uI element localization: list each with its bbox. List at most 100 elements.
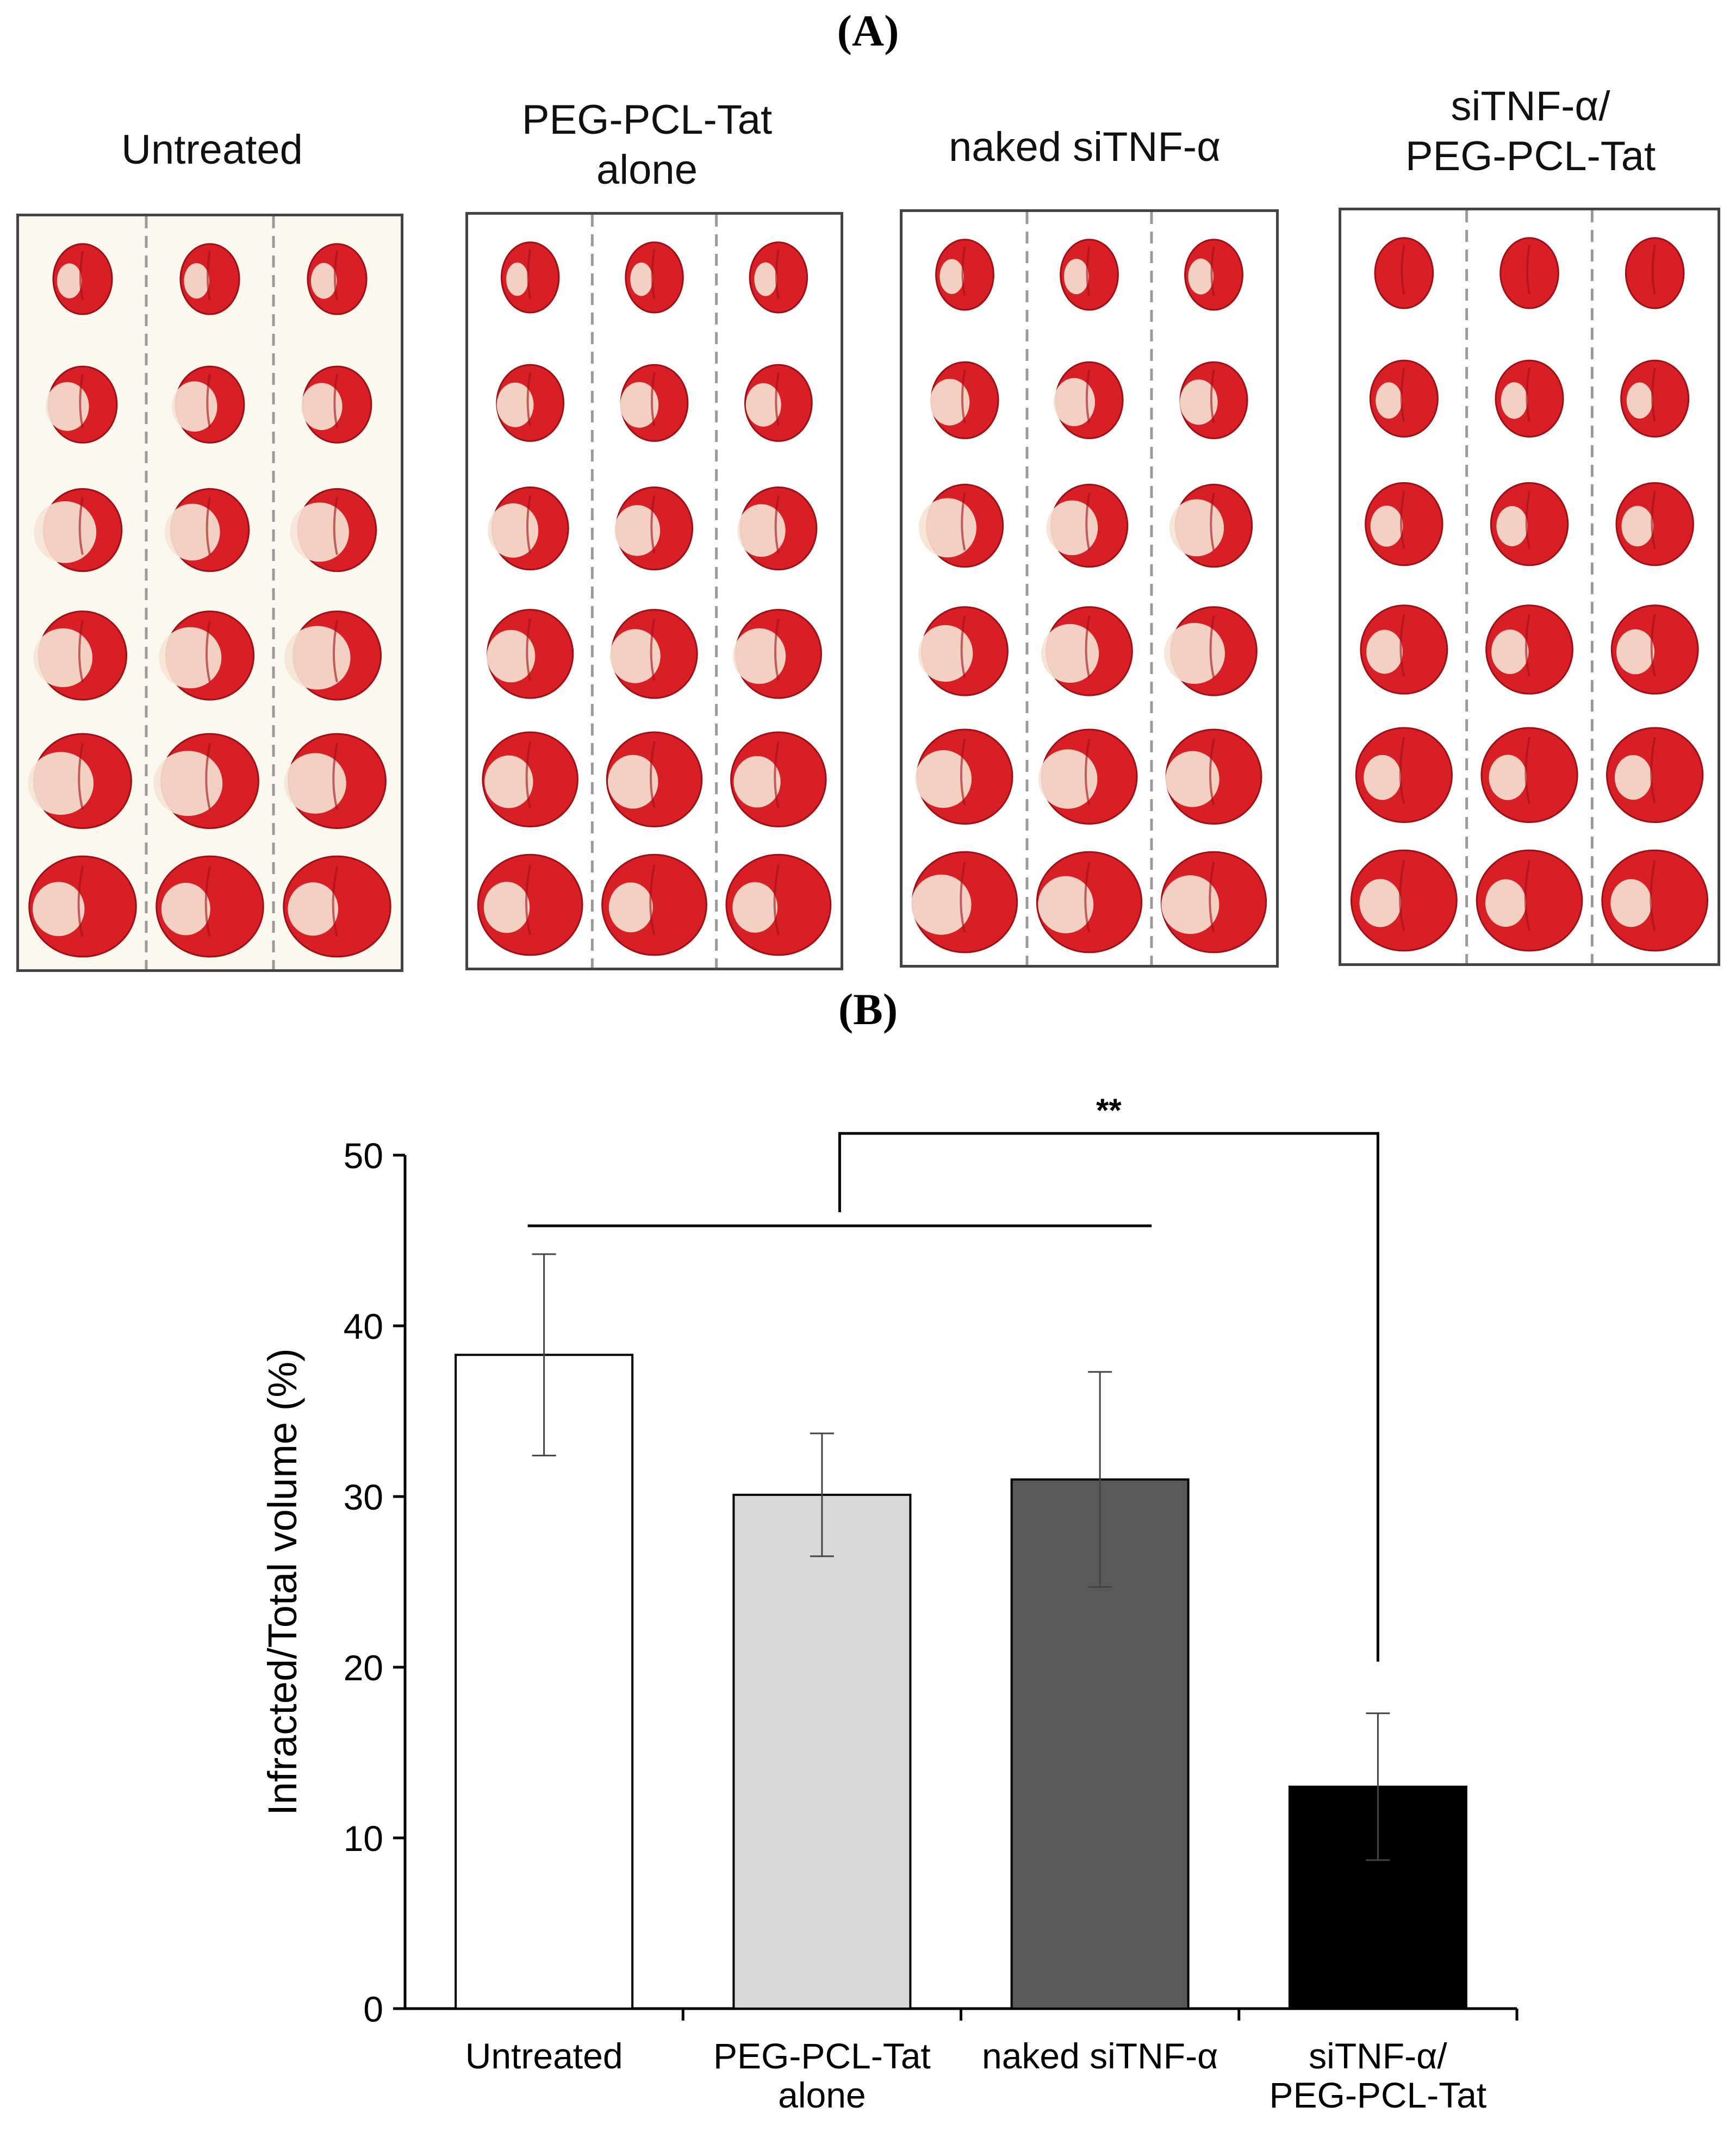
brain-slice-infarct — [1491, 629, 1529, 674]
y-tick-label: 20 — [344, 1648, 383, 1688]
brain-slice-infarct — [164, 503, 220, 561]
brain-slice-midline — [649, 741, 656, 808]
brain-slice — [1355, 727, 1453, 824]
brain-slice — [159, 610, 255, 701]
brain-slice — [34, 488, 123, 572]
brain-slice-midline — [525, 741, 532, 808]
brain-slice — [1164, 606, 1258, 696]
brain-slice-infarct — [1053, 378, 1095, 426]
brain-slice-midline — [204, 866, 211, 937]
brain-slice — [601, 853, 707, 956]
brain-slice-infarct — [732, 882, 778, 933]
brain-slice-infarct — [484, 755, 533, 808]
brain-slice-midline — [650, 372, 656, 426]
brain-slice-midline — [960, 615, 966, 678]
brain-slice-midline — [1401, 245, 1405, 295]
brain-slice-midline — [1085, 493, 1091, 551]
brain-slice — [1184, 239, 1243, 311]
brain-slice-infarct — [745, 383, 781, 427]
brain-slice-midline — [774, 618, 780, 681]
brain-slice-midline — [1086, 246, 1091, 296]
brain-slice-midline — [332, 866, 338, 937]
brain-slice-midline — [1651, 245, 1656, 295]
brain-slice — [171, 365, 245, 444]
brain-slice-midline — [333, 497, 338, 555]
brain-slice-midline — [1524, 860, 1530, 931]
bar — [455, 1354, 634, 2010]
brain-slice-infarct — [939, 259, 965, 294]
brain-slice-midline — [1526, 245, 1530, 295]
brain-slice-midline — [651, 249, 656, 299]
brain-slice-infarct — [496, 382, 534, 427]
brain-slice-infarct — [918, 498, 976, 558]
brain-slice — [496, 364, 565, 442]
y-tick-label: 0 — [363, 1989, 383, 2029]
brain-slice-midline — [1650, 614, 1656, 677]
x-tick-label: naked siTNF-α — [982, 2036, 1218, 2076]
x-tick-label: PEG-PCL-Tat alone — [713, 2036, 931, 2115]
brain-slice-midline — [961, 369, 966, 423]
brain-slice — [732, 609, 822, 699]
brain-slice-infarct — [57, 263, 82, 298]
brain-slice-infarct — [1169, 499, 1224, 557]
y-tick-label: 50 — [344, 1136, 383, 1176]
brain-slice-midline — [206, 373, 211, 428]
brain-slice-midline — [332, 743, 338, 810]
brain-slice-infarct — [310, 263, 337, 299]
brain-slice-infarct — [28, 752, 94, 815]
brain-slice-midline — [1209, 615, 1215, 678]
brain-slice-infarct — [33, 628, 93, 688]
slice-grid-untreated — [28, 216, 391, 969]
brain-slice-midline — [775, 249, 780, 299]
brain-slice — [301, 365, 372, 444]
brain-slice — [1369, 359, 1439, 438]
brain-slice — [179, 243, 240, 315]
brain-slice-infarct — [930, 378, 970, 426]
brain-slice — [1360, 604, 1448, 695]
group-title-sitnf-peg-pcl-tat: siTNF-α/ PEG-PCL-Tat — [1405, 83, 1656, 179]
y-tick-label: 40 — [344, 1306, 383, 1346]
brain-slice-midline — [961, 493, 966, 551]
brain-slice-midline — [1399, 737, 1405, 804]
brain-slice-infarct — [284, 753, 346, 814]
y-tick-label: 10 — [344, 1818, 383, 1859]
brain-slice-infarct — [171, 381, 217, 432]
brain-slice-infarct — [1179, 379, 1218, 425]
brain-slice-tissue — [1499, 237, 1559, 309]
brain-slice — [1038, 728, 1138, 825]
brain-slice-midline — [79, 251, 84, 301]
brain-slice-infarct — [1501, 382, 1528, 419]
brain-slice-infarct — [45, 382, 89, 431]
slice-panel-naked-sitnf — [900, 209, 1279, 968]
slice-panel-peg-pcl-tat-alone — [465, 212, 843, 970]
group-title-naked-sitnf: naked siTNF-α — [948, 124, 1221, 170]
brain-slice-infarct — [483, 882, 530, 933]
brain-slice-infarct — [1370, 506, 1403, 547]
brain-slice-infarct — [1489, 755, 1527, 800]
x-tick-label: siTNF-α/PEG-PCL-Tat — [1269, 2036, 1486, 2115]
brain-slice-infarct — [918, 625, 973, 682]
brain-slice-infarct — [609, 629, 661, 683]
brain-slice — [606, 731, 703, 828]
brain-slice-infarct — [1188, 258, 1214, 295]
panel-b-label: (B) — [838, 984, 898, 1034]
brain-slice-tissue — [1625, 237, 1685, 309]
brain-slice-midline — [649, 864, 656, 936]
brain-slice-midline — [1085, 369, 1091, 423]
brain-slice-infarct — [1626, 382, 1653, 419]
brain-slice-infarct — [159, 627, 222, 689]
brain-slice-midline — [1210, 369, 1215, 423]
brain-slice-midline — [1525, 491, 1530, 549]
brain-slice-infarct — [1164, 622, 1225, 684]
y-axis-label: Infracted/Total volume (%) — [260, 1348, 305, 1816]
brain-slice — [620, 364, 689, 442]
brain-slice-midline — [1525, 614, 1530, 677]
brain-slice-infarct — [1621, 506, 1654, 547]
brain-slice — [609, 609, 698, 699]
brain-slice-midline — [525, 864, 532, 936]
x-tick-label: Untreated — [465, 2036, 623, 2076]
brain-slice-midline — [78, 497, 84, 555]
brain-slice — [477, 853, 583, 956]
brain-slice — [1160, 851, 1267, 953]
brain-slice-infarct — [1364, 755, 1402, 800]
